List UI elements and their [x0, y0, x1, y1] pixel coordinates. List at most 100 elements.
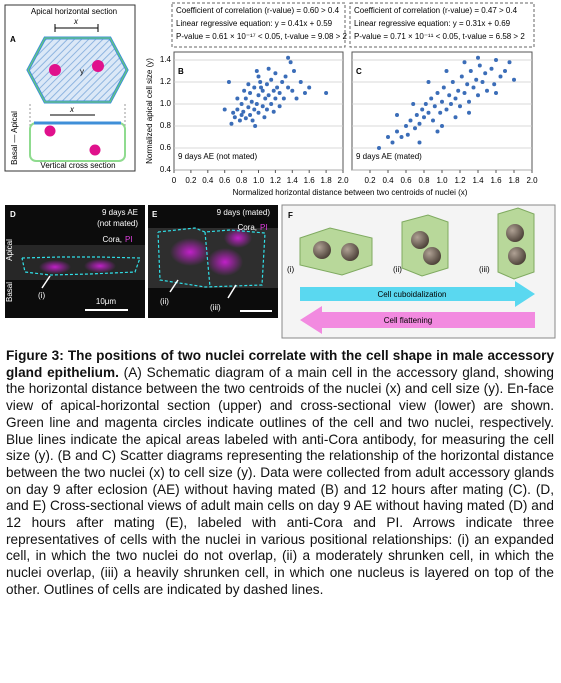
point [404, 124, 408, 128]
stain-label: Cora, [102, 235, 122, 244]
point [507, 60, 512, 65]
stats-line: Linear regressive equation: y = 0.41x + … [176, 19, 333, 28]
x-tick-label: 0.2 [185, 176, 197, 185]
cross-section-cell [29, 122, 126, 162]
nucleus [341, 243, 359, 261]
point [246, 82, 251, 87]
y-tick-label: 0.4 [160, 165, 172, 174]
point [260, 88, 265, 93]
point [476, 93, 480, 98]
nucleus [411, 231, 429, 249]
x-tick-label: 0.6 [400, 176, 412, 185]
nucleus [508, 247, 526, 265]
y-tick-label: 0.6 [160, 143, 172, 152]
x-tick-label: 1.6 [490, 176, 502, 185]
point [256, 93, 261, 98]
stain-label: PI [260, 223, 268, 232]
x-tick-label: 2.0 [337, 176, 349, 185]
nucleus [92, 60, 104, 72]
point [254, 102, 259, 106]
stain-label: PI [125, 235, 133, 244]
point [417, 140, 422, 145]
point [277, 91, 282, 95]
section-title: Apical horizontal section [31, 7, 117, 16]
axis-note: Apical [5, 239, 14, 261]
stats-line: P-value = 0.61 × 10⁻¹⁷ < 0.05, t-value =… [176, 32, 348, 41]
point [498, 74, 503, 79]
point [444, 69, 449, 73]
nucleus-stain [39, 260, 71, 274]
x-tick-label: 1.8 [321, 176, 333, 185]
cell-shape [497, 207, 535, 280]
point [248, 113, 253, 117]
point [429, 96, 434, 101]
point [395, 113, 399, 117]
point [239, 102, 244, 106]
point [399, 135, 404, 139]
point [453, 96, 458, 101]
point [250, 118, 255, 123]
point [260, 104, 265, 109]
point [426, 110, 431, 115]
panel-f: F (i) (ii) (iii) Cell cuboidalization Ce… [281, 204, 556, 339]
point [252, 107, 257, 112]
arrow-label: Cell flattening [384, 316, 432, 325]
point [405, 132, 410, 137]
point [413, 126, 417, 131]
panel-a: A Apical horizontal section x y x Vertic… [4, 4, 136, 172]
point [492, 82, 497, 87]
point [417, 121, 422, 126]
stats-line: Coefficient of correlation (r-value) = 0… [354, 6, 518, 15]
caption-title: Figure 3: The positions of two nuclei co… [6, 348, 554, 380]
x-tick-label: 1.4 [287, 176, 299, 185]
condition-label: 9 days AE (not mated) [178, 152, 257, 161]
x-tick-label: 0.8 [418, 176, 430, 185]
nucleus-stain [84, 259, 116, 273]
point [277, 104, 282, 109]
point [432, 104, 437, 109]
panel-letter: E [152, 210, 158, 219]
point [259, 85, 264, 90]
point [302, 91, 307, 95]
condition-label: 9 days AE (mated) [356, 152, 422, 161]
y-tick-label: 0.8 [160, 121, 172, 130]
point [273, 71, 278, 76]
nucleus [44, 125, 56, 137]
arrow-right [300, 281, 535, 307]
point [258, 80, 263, 84]
point [275, 85, 280, 90]
y-tick-label: 1.2 [160, 77, 172, 86]
point [440, 99, 444, 104]
point [485, 88, 489, 93]
axis-note: Basal — Apical [10, 111, 19, 165]
point [467, 110, 471, 115]
stats-box [171, 2, 346, 48]
x-tick-label: 1.4 [472, 176, 484, 185]
stain-label: Cora, [237, 223, 257, 232]
y-symbol: y [80, 67, 84, 76]
point [476, 55, 480, 60]
point [269, 77, 274, 82]
point [249, 99, 254, 104]
point [456, 88, 461, 93]
stats-line: Coefficient of correlation (r-value) = 0… [176, 6, 340, 15]
cell-outline [157, 227, 266, 288]
condition: (not mated) [97, 219, 138, 228]
caption: Figure 3: The positions of two nuclei co… [6, 348, 554, 599]
point [414, 113, 419, 117]
point [390, 140, 395, 145]
cell-outline [204, 231, 211, 288]
point [269, 102, 274, 106]
point [512, 77, 516, 82]
panel-letter: B [178, 67, 184, 76]
point [235, 107, 240, 112]
condition: 9 days AE [102, 208, 138, 217]
x-tick-label: 1.8 [508, 176, 520, 185]
cell-outline [21, 256, 141, 276]
point [291, 69, 296, 73]
arrow [169, 279, 179, 293]
point [286, 55, 291, 60]
y-axis-title: Normalized apical cell size (y) [145, 58, 154, 164]
arrow-left [300, 306, 535, 334]
